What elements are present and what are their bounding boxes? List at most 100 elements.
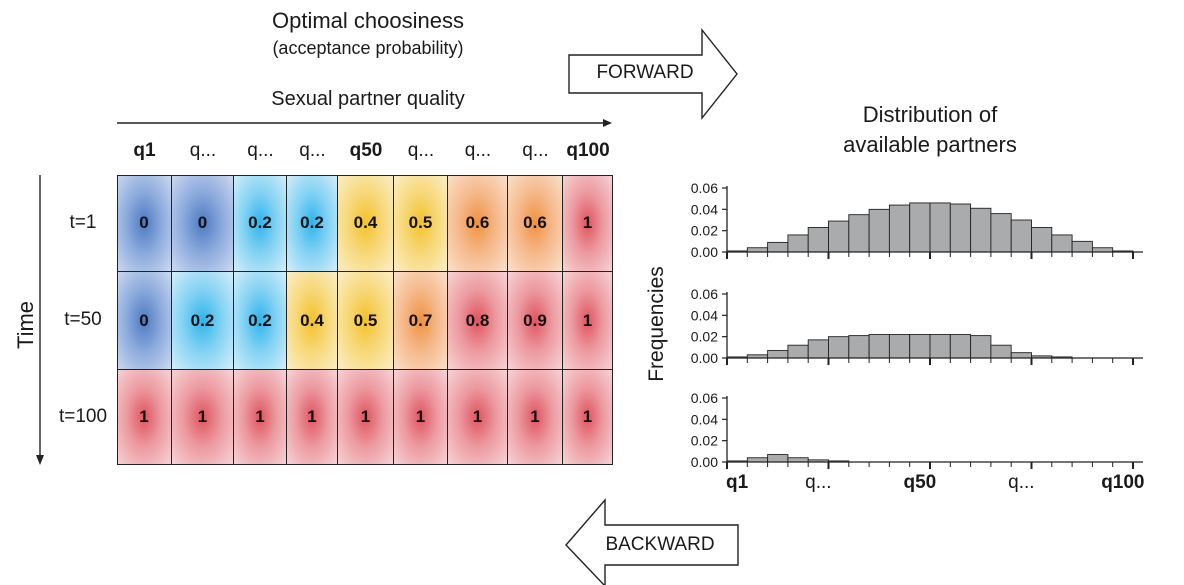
y-tick-label: 0.00 — [691, 350, 718, 366]
x-tick-label: q... — [805, 472, 831, 493]
backward-arrow — [565, 498, 739, 585]
y-tick-label: 0.02 — [691, 223, 718, 239]
choosiness-cell: 0.5 — [338, 272, 394, 370]
histogram-panels: 0.00 0.02 0.04 0.06 0.00 0.02 0.04 0.06 0.00 0.02… — [691, 180, 1145, 493]
histogram-bar — [990, 213, 1012, 253]
histogram-bar — [888, 334, 911, 359]
chart-subtitle: (acceptance probability) — [272, 38, 464, 58]
choosiness-cell: 1 — [394, 370, 448, 465]
choosiness-cell: 0 — [117, 272, 172, 370]
histogram-bar — [970, 335, 992, 359]
column-header: q... — [299, 140, 326, 161]
histogram-bar — [1010, 219, 1032, 253]
y-tick-label: 0.04 — [691, 307, 718, 323]
choosiness-cell: 0.9 — [508, 272, 563, 370]
choosiness-cell: 1 — [287, 370, 338, 465]
choosiness-cell: 0.2 — [234, 175, 287, 272]
column-header: q100 — [566, 140, 610, 161]
histogram-bar — [848, 214, 870, 253]
column-header: q... — [522, 140, 549, 161]
histogram-bar — [1071, 240, 1093, 253]
choosiness-cell: 0.7 — [394, 272, 448, 370]
y-tick-label: 0.06 — [691, 390, 718, 406]
histogram-bar — [848, 335, 870, 359]
time-axis-label: Time — [13, 300, 38, 350]
quality-axis-arrowhead — [603, 119, 612, 127]
column-header: q1 — [133, 140, 156, 161]
y-tick-label: 0.02 — [691, 329, 718, 345]
choosiness-cell: 0.2 — [172, 272, 234, 370]
histogram-bar — [929, 334, 951, 359]
histogram-bar — [807, 227, 829, 253]
row-label: t=50 — [64, 309, 102, 330]
choosiness-cell: 1 — [563, 175, 613, 272]
choosiness-cell: 0.2 — [234, 272, 287, 370]
histogram-bar — [767, 350, 789, 359]
histogram-bar — [868, 334, 890, 359]
histogram-bar — [807, 339, 829, 359]
choosiness-cell: 1 — [508, 370, 563, 465]
histogram-bar — [1031, 227, 1053, 253]
histogram-bar — [1010, 352, 1032, 359]
distribution-title: Distribution of available partners — [800, 100, 1060, 160]
choosiness-cell: 0 — [172, 175, 234, 272]
histogram-bar — [1051, 234, 1073, 253]
time-axis-arrowhead — [36, 455, 44, 465]
y-tick-label: 0.00 — [691, 454, 718, 470]
choosiness-cell: 0.6 — [448, 175, 508, 272]
choosiness-grid: 0 0 0.2 0.2 0.4 0.5 0.6 0.6 1 0 0.2 0.2 0.4 0.5 0.7 0.8… — [117, 175, 613, 465]
histogram-bar — [990, 344, 1012, 359]
choosiness-cell: 1 — [172, 370, 234, 465]
column-header: q... — [407, 140, 435, 161]
histogram-bar — [767, 454, 789, 463]
y-tick-label: 0.06 — [691, 286, 718, 302]
histogram-bar — [828, 220, 850, 253]
histogram-bar — [970, 207, 992, 253]
x-tick-label: q1 — [726, 472, 749, 493]
histogram-bar — [949, 203, 972, 253]
distribution-title-line2: available partners — [843, 132, 1017, 157]
choosiness-cell: 0.5 — [394, 175, 448, 272]
y-tick-label: 0.06 — [691, 180, 718, 196]
column-header: q... — [247, 140, 274, 161]
row-label: t=100 — [58, 405, 108, 427]
column-header: q... — [464, 140, 492, 161]
choosiness-cell: 0.2 — [287, 175, 338, 272]
histogram-bar — [828, 336, 850, 359]
distribution-title-line1: Distribution of — [862, 102, 998, 127]
choosiness-cell: 0.4 — [287, 272, 338, 370]
histogram-bar — [787, 234, 809, 253]
histogram-bar — [949, 334, 972, 359]
histogram-bar — [868, 208, 890, 253]
row-label: t=1 — [69, 211, 97, 233]
column-header: q... — [189, 140, 217, 161]
histogram-bar — [929, 202, 951, 253]
x-tick-label: q50 — [903, 472, 936, 493]
y-tick-label: 0.02 — [691, 433, 718, 449]
histogram-bar — [787, 344, 809, 359]
choosiness-cell: 0.4 — [338, 175, 394, 272]
choosiness-cell: 1 — [338, 370, 394, 465]
choosiness-cell: 1 — [448, 370, 508, 465]
backward-label: BACKWARD — [605, 534, 715, 555]
quality-axis-label: Sexual partner quality — [271, 88, 465, 110]
choosiness-cell: 1 — [563, 370, 613, 465]
forward-arrow — [568, 27, 738, 121]
y-tick-label: 0.04 — [691, 201, 718, 217]
x-tick-label: q... — [1008, 472, 1034, 493]
choosiness-cell: 1 — [117, 370, 172, 465]
column-header: q50 — [349, 140, 383, 161]
choosiness-cell: 0 — [117, 175, 172, 272]
y-tick-label: 0.04 — [691, 411, 718, 427]
histogram-bar — [888, 204, 911, 253]
histogram-bar — [767, 241, 789, 253]
histogram-bar — [909, 334, 931, 359]
y-tick-label: 0.00 — [691, 244, 718, 260]
histogram-bar — [909, 202, 931, 253]
choosiness-cell: 0.8 — [448, 272, 508, 370]
choosiness-cell: 1 — [234, 370, 287, 465]
choosiness-cell: 1 — [563, 272, 613, 370]
x-tick-label: q100 — [1101, 472, 1144, 493]
forward-label: FORWARD — [596, 62, 694, 83]
